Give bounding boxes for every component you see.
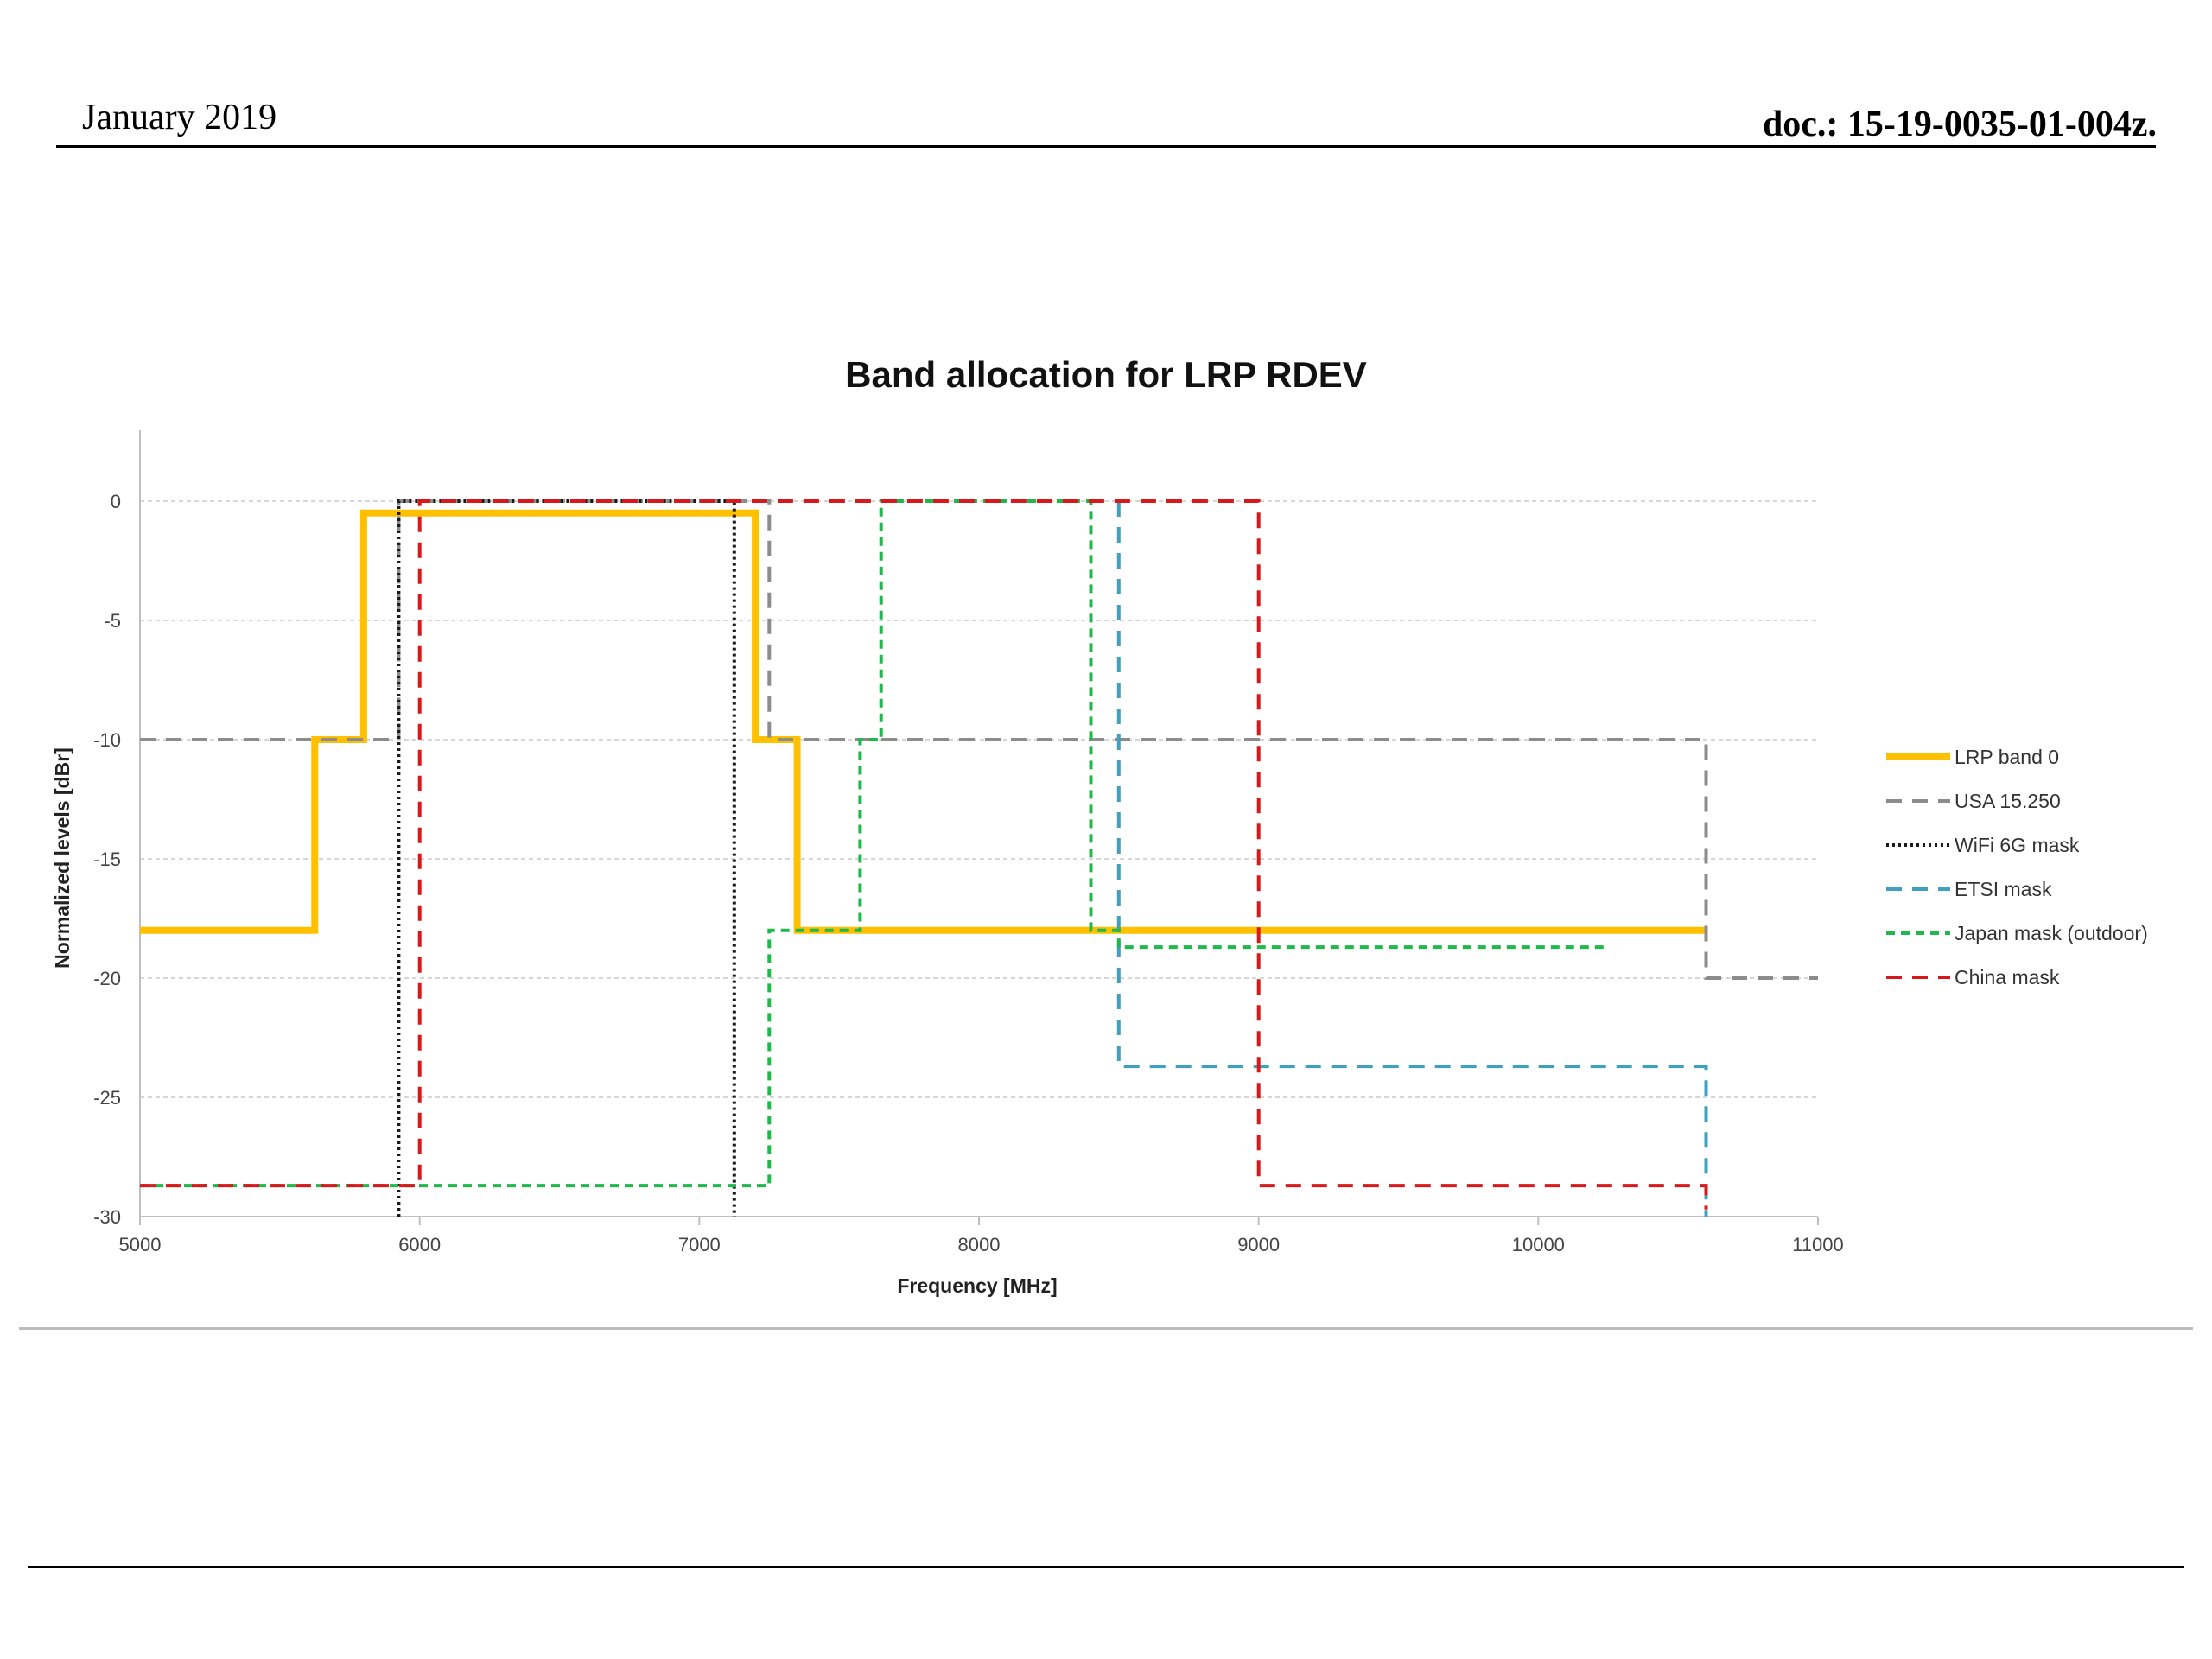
legend: LRP band 0 USA 15.250 WiFi 6G mask ETSI mas…: [1886, 746, 2148, 988]
y-tick-label: -15: [93, 849, 121, 870]
chart-title: Band allocation for LRP RDEV: [845, 354, 1367, 395]
chart-bottom-rule: [19, 1327, 2193, 1330]
header-rule: [56, 145, 2156, 148]
x-tick-label: 5000: [119, 1234, 162, 1255]
legend-label: USA 15.250: [1955, 790, 2061, 812]
axes: 0 -5 -10 -15 -20 -25 -30 5000 6000 7000 8000 9000 10…: [93, 430, 1844, 1255]
x-tick-label: 10000: [1512, 1234, 1565, 1255]
y-tick-label: -30: [93, 1206, 121, 1228]
y-tick-label: -10: [93, 729, 121, 751]
legend-label: WiFi 6G mask: [1955, 834, 2080, 856]
y-axis-label: Normalized levels [dBr]: [51, 747, 73, 969]
legend-label: LRP band 0: [1955, 746, 2059, 768]
series-line-lrp-band-0: [140, 509, 1707, 934]
y-tick-label: -20: [93, 968, 121, 989]
y-tick-label: -5: [104, 610, 121, 632]
series-line-etsi-mask: [1116, 501, 1708, 1217]
series-layer: [140, 499, 1818, 1217]
grid: [140, 500, 1818, 1098]
series-line-china-mask: [140, 499, 1708, 1210]
legend-label: Japan mask (outdoor): [1955, 922, 2148, 944]
x-axis-label: Frequency [MHz]: [897, 1274, 1057, 1297]
series-line-japan-mask-outdoor: [140, 499, 1609, 1188]
header-date: January 2019: [82, 98, 277, 137]
legend-label: ETSI mask: [1955, 878, 2052, 900]
x-tick-label: 9000: [1237, 1234, 1280, 1255]
x-tick-label: 6000: [398, 1234, 441, 1255]
series-line-wifi-6g-mask: [397, 499, 736, 1217]
y-tick-label: 0: [111, 491, 121, 512]
x-tick-label: 8000: [958, 1234, 1001, 1255]
legend-label: China mask: [1955, 966, 2060, 988]
x-tick-label: 11000: [1792, 1234, 1844, 1255]
header-doc-id: doc.: 15-19-0035-01-004z.: [1762, 105, 2157, 144]
x-tick-label: 7000: [678, 1234, 721, 1255]
footer-rule: [28, 1566, 2184, 1568]
y-tick-label: -25: [93, 1087, 121, 1109]
